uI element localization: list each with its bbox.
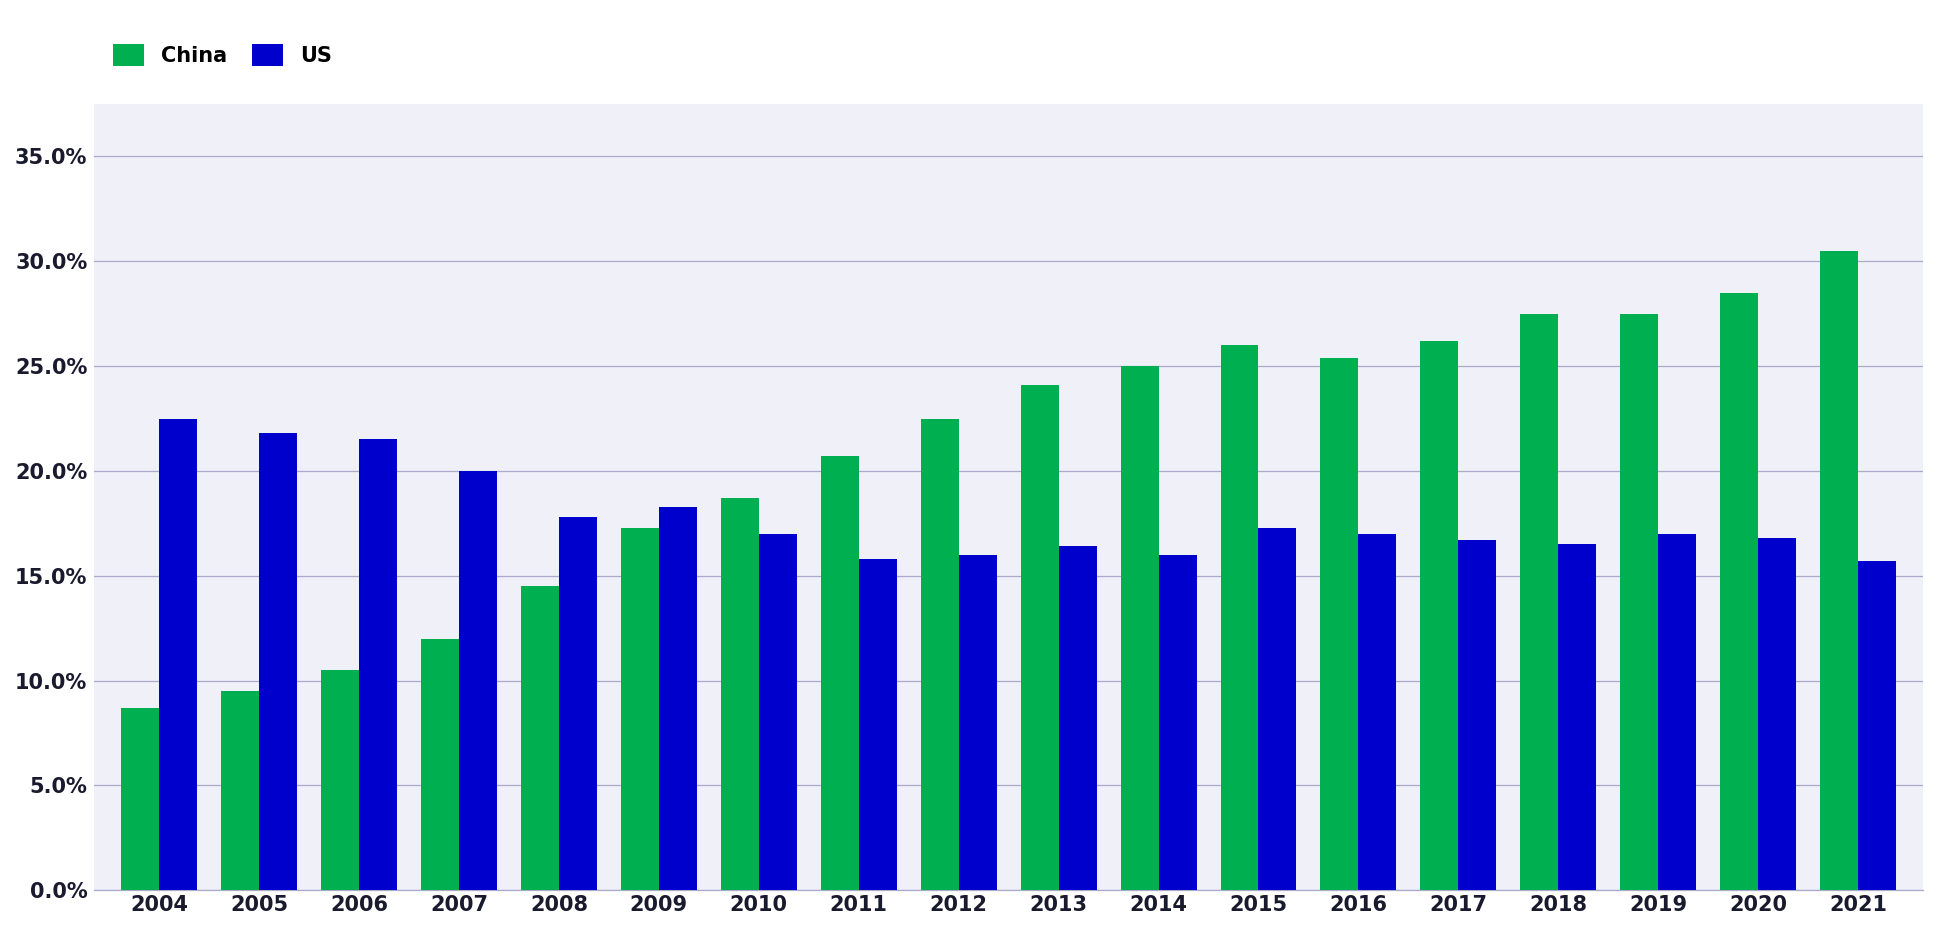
Bar [620,527,659,890]
Bar [1758,538,1797,890]
Bar [1058,546,1097,890]
Bar [1620,313,1659,890]
Bar [558,517,597,890]
Bar [721,498,760,890]
Bar [921,418,959,890]
Bar [822,457,859,890]
Bar [421,639,459,890]
Bar [1359,534,1397,890]
Bar [959,555,996,890]
Bar [1320,358,1359,890]
Bar [1721,293,1758,890]
Bar [521,586,558,890]
Bar [322,670,359,890]
Bar [1159,555,1196,890]
Bar [1820,251,1859,890]
Legend: China, US: China, US [105,36,341,74]
Bar [159,418,198,890]
Bar [859,559,897,890]
Bar [1659,534,1696,890]
Bar [359,440,397,890]
Bar [760,534,797,890]
Bar [1859,561,1895,890]
Bar [1457,540,1496,890]
Bar [1258,527,1297,890]
Bar [1558,544,1597,890]
Bar [1021,385,1058,890]
Bar [1421,341,1457,890]
Bar [1519,313,1558,890]
Bar [1120,366,1159,890]
Bar [659,507,698,890]
Bar [260,433,297,890]
Bar [459,471,496,890]
Bar [1221,345,1258,890]
Bar [221,691,260,890]
Bar [122,708,159,890]
